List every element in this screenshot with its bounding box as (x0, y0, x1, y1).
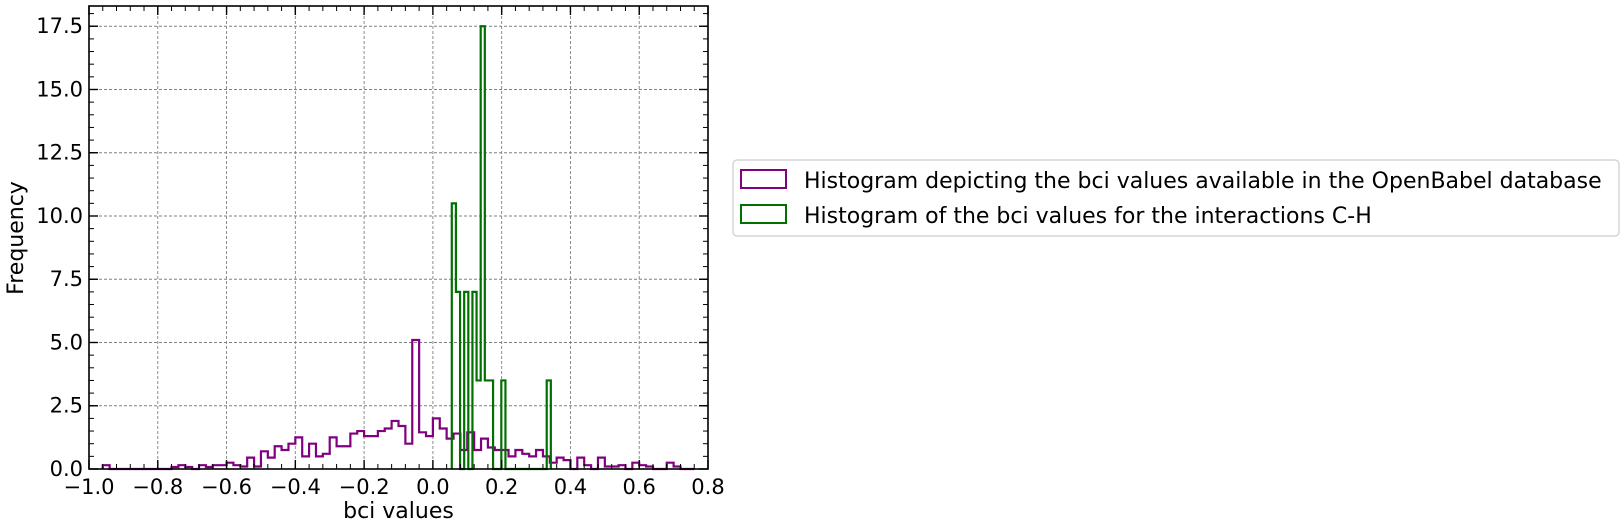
y-tick-label: 0.0 (50, 457, 83, 481)
x-tick-label: −0.8 (132, 475, 183, 499)
plot-frame (88, 5, 709, 470)
legend-label-openbabel: Histogram depicting the bci values avail… (804, 169, 1602, 194)
legend-label-c-h: Histogram of the bci values for the inte… (804, 204, 1372, 229)
tick-labels: −1.0 −0.8 −0.6 −0.4 −0.2 0.0 0.2 0.4 0.6 0.8 0.0 2.… (36, 14, 724, 499)
y-tick-label: 7.5 (50, 267, 83, 291)
y-tick-label: 15.0 (36, 77, 83, 101)
legend: Histogram depicting the bci values avail… (732, 159, 1620, 237)
ticks (88, 6, 709, 470)
x-tick-label: 0.6 (623, 475, 656, 499)
x-tick-label: 0.2 (485, 475, 518, 499)
y-tick-label: 17.5 (36, 14, 83, 38)
x-tick-label: −1.0 (64, 475, 115, 499)
x-tick-label: 0.8 (691, 475, 724, 499)
legend-frame (732, 159, 1620, 237)
legend-swatch-c-h (740, 204, 787, 224)
x-tick-label: 0.0 (416, 475, 449, 499)
x-axis-title: bci values (343, 499, 454, 524)
y-tick-label: 12.5 (36, 141, 83, 165)
histogram-openbabel (101, 338, 695, 471)
y-axis-title: Frequency (4, 181, 29, 295)
x-tick-label: 0.4 (554, 475, 587, 499)
legend-swatch-openbabel (740, 169, 787, 189)
grid (89, 6, 708, 469)
x-tick-label: −0.4 (270, 475, 321, 499)
y-tick-label: 10.0 (36, 204, 83, 228)
x-tick-label: −0.2 (339, 475, 390, 499)
x-tick-label: −0.6 (201, 475, 252, 499)
series-layer (101, 25, 695, 471)
y-tick-label: 5.0 (50, 330, 83, 354)
y-tick-label: 2.5 (50, 394, 83, 418)
